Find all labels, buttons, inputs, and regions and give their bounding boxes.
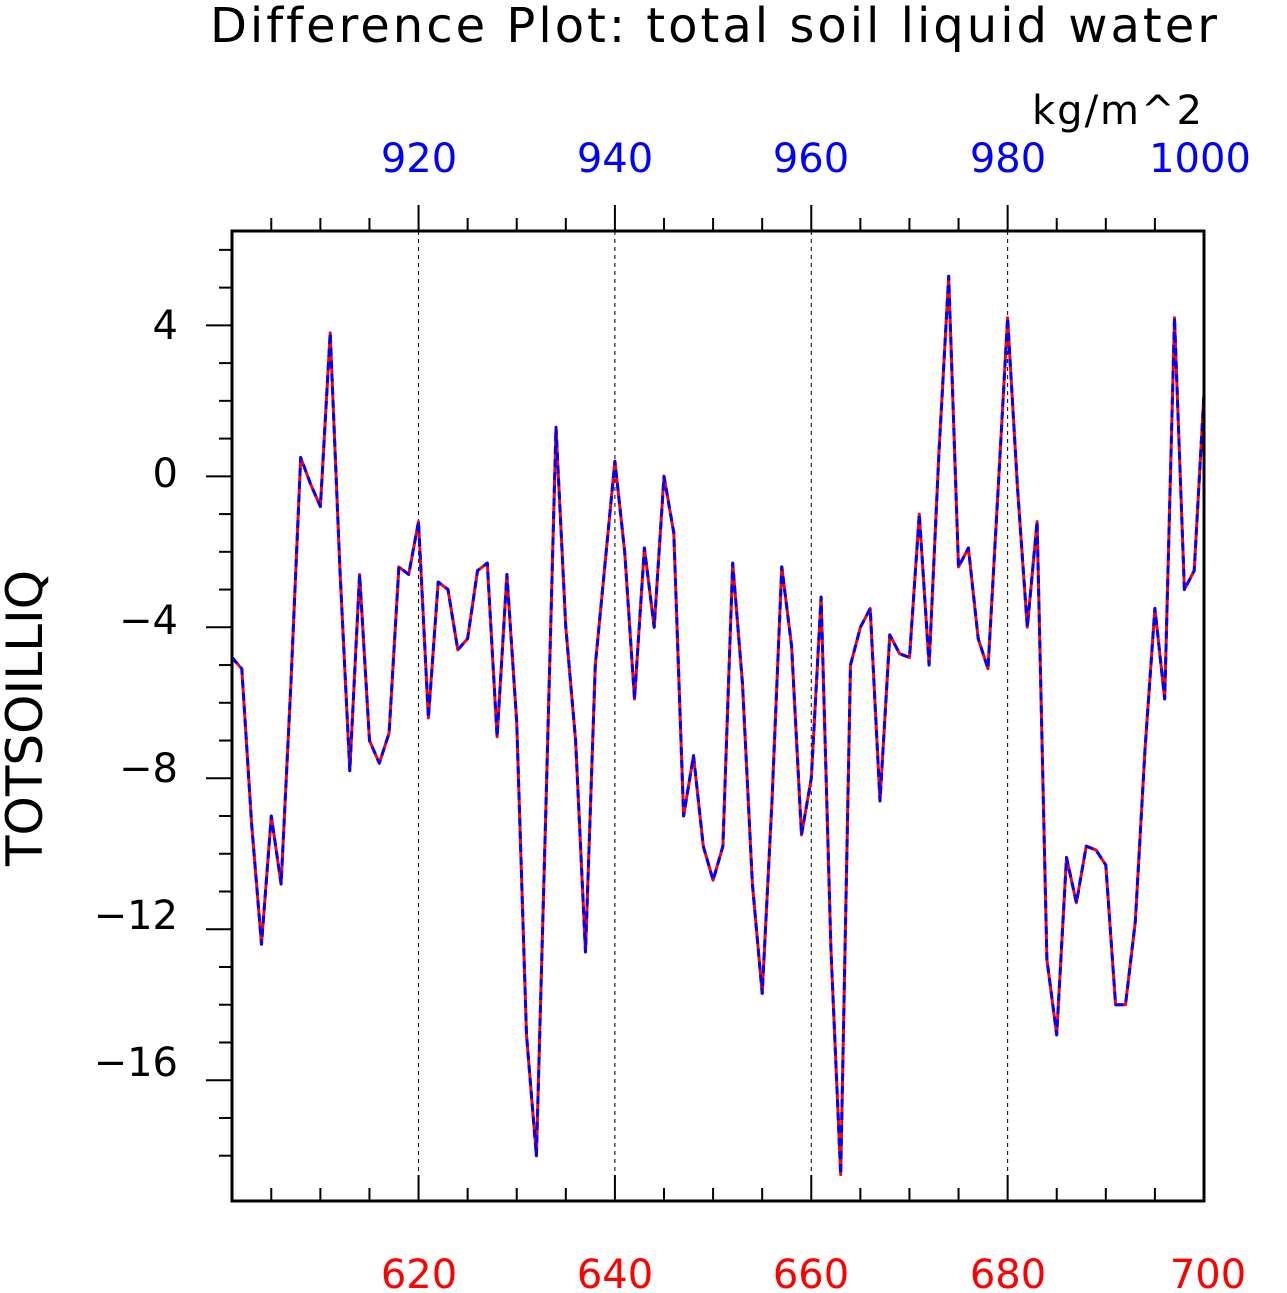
y-tick-label: 0 xyxy=(153,451,178,497)
axis-tick-marks xyxy=(206,205,1156,1201)
bottom-tick-label: 680 xyxy=(970,1252,1046,1293)
bottom-tick-label: 620 xyxy=(381,1252,457,1293)
top-tick-label: 920 xyxy=(381,136,457,182)
top-tick-label: 1000 xyxy=(1149,136,1251,182)
chart-title: Difference Plot: total soil liquid water xyxy=(210,0,1220,54)
series-line-1 xyxy=(230,274,1206,1177)
bottom-tick-label: 700 xyxy=(1170,1252,1246,1293)
top-tick-label: 980 xyxy=(970,136,1046,182)
y-axis-label: TOTSOILLIQ xyxy=(0,570,54,867)
bottom-tick-label: 660 xyxy=(773,1252,849,1293)
vertical-grid-lines xyxy=(418,231,1009,1201)
y-tick-label: −16 xyxy=(94,1040,178,1086)
bottom-tick-labels: 620 640 660 680 700 xyxy=(381,1252,1246,1293)
y-tick-label: −12 xyxy=(94,893,178,939)
top-tick-label: 960 xyxy=(773,136,849,182)
y-tick-label: −4 xyxy=(119,598,178,644)
y-tick-label: −8 xyxy=(119,746,178,792)
series-line-2 xyxy=(230,274,1206,1177)
plot-frame xyxy=(230,229,1206,1203)
top-tick-labels: 920 940 960 980 1000 xyxy=(381,136,1251,182)
top-tick-label: 940 xyxy=(577,136,653,182)
units-label: kg/m^2 xyxy=(1032,88,1204,134)
y-tick-label: 4 xyxy=(153,303,178,349)
bottom-tick-label: 640 xyxy=(577,1252,653,1293)
series-layer xyxy=(230,274,1206,1177)
y-tick-labels: 4 0 −4 −8 −12 −16 xyxy=(94,303,178,1086)
